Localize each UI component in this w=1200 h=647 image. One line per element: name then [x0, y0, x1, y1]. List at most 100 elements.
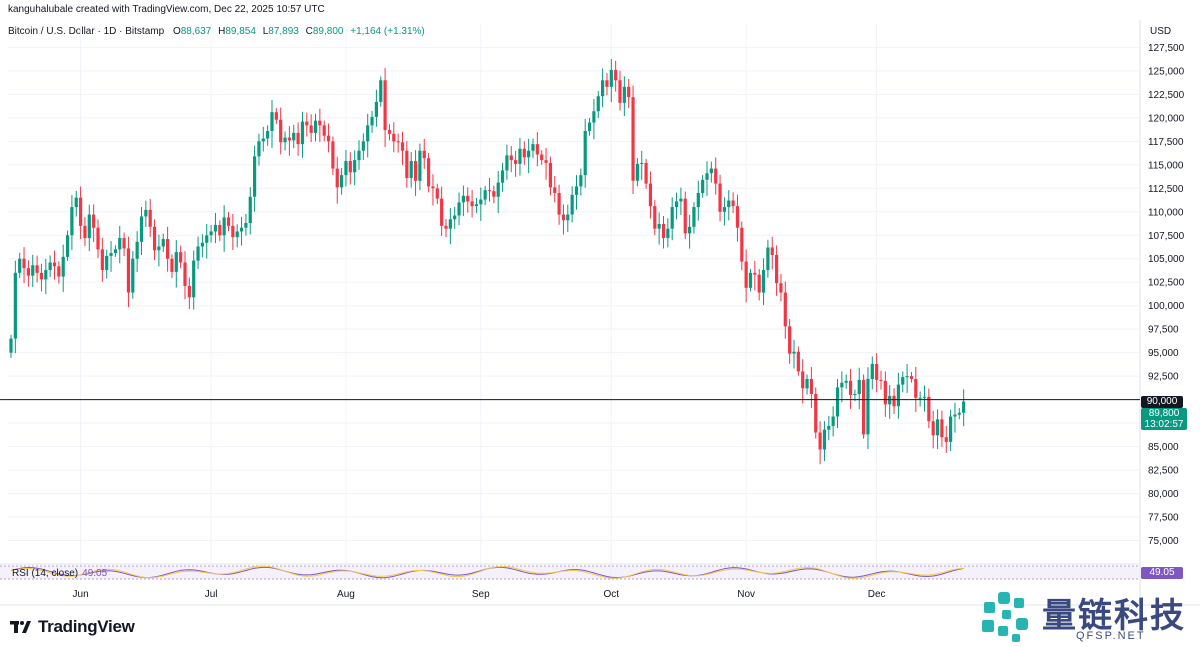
candle-body: [126, 248, 131, 293]
candle-body: [648, 183, 653, 207]
candle-body: [892, 395, 896, 407]
candle-body: [52, 262, 57, 267]
candle-body: [866, 378, 870, 435]
candle-body: [657, 223, 661, 229]
candle-body: [65, 235, 70, 257]
candle-body: [635, 163, 639, 181]
candle-body: [431, 186, 435, 189]
candle-body: [901, 377, 905, 385]
candle-body: [496, 182, 500, 197]
candle-body: [653, 206, 657, 229]
candle-body: [174, 252, 178, 272]
candle-body: [527, 150, 531, 158]
y-tick-label: 82,500: [1148, 466, 1179, 477]
candle-body: [122, 238, 126, 249]
candle-body: [322, 125, 326, 136]
candle-body: [822, 429, 827, 450]
candle-body: [26, 268, 30, 276]
candle-body: [727, 200, 731, 208]
candle-body: [257, 141, 261, 157]
candle-body: [792, 351, 796, 354]
y-tick-label: 107,500: [1148, 231, 1185, 242]
candle-body: [152, 226, 157, 251]
candle-body: [183, 262, 187, 286]
candle-body: [418, 150, 422, 181]
candle-body: [735, 206, 740, 228]
candle-body: [205, 235, 209, 243]
candle-body: [692, 207, 696, 227]
y-tick-label: 112,500: [1148, 184, 1184, 195]
symbol-title[interactable]: Bitcoin / U.S. Dollar · 1D · Bitstamp: [8, 26, 165, 37]
candle-body: [179, 252, 183, 263]
candle-body: [583, 130, 587, 176]
candle-body: [96, 227, 100, 250]
candle-body: [535, 144, 539, 155]
x-axis-ticks: Jun Jul Aug Sep Oct Nov Dec: [73, 589, 886, 600]
candle-body: [440, 198, 444, 226]
candle-body: [74, 197, 78, 208]
candle-body: [39, 272, 44, 280]
candle-body: [557, 192, 561, 215]
y-tick-label: 117,500: [1148, 137, 1184, 148]
candle-body: [627, 86, 631, 98]
candle-body: [353, 160, 357, 173]
candle-body: [801, 371, 805, 389]
candle-body: [448, 219, 452, 229]
candle-body: [374, 101, 378, 117]
currency-label[interactable]: USD: [1150, 26, 1172, 37]
candle-body: [783, 292, 787, 327]
candle-body: [909, 376, 914, 379]
candle-body: [305, 121, 309, 126]
rsi-value: 49.05: [82, 568, 108, 579]
qfsp-logo-icon: [982, 592, 1028, 642]
candle-body: [474, 204, 479, 207]
candle-body: [944, 437, 948, 442]
candle-body: [940, 419, 944, 438]
y-tick-label: 100,000: [1148, 301, 1185, 312]
candle-body: [309, 125, 313, 133]
candle-body: [226, 217, 231, 226]
candle-body: [835, 387, 840, 417]
candle-body: [544, 160, 548, 163]
candle-body: [827, 425, 831, 430]
candle-body: [361, 141, 365, 151]
candle-body: [435, 188, 439, 199]
candle-countdown: 13:02:57: [1144, 419, 1184, 430]
candle-body: [57, 266, 61, 277]
candle-body: [705, 173, 709, 180]
ohlc-legend: Bitcoin / U.S. Dollar · 1D · Bitstamp O8…: [8, 26, 425, 37]
candle-body: [770, 247, 774, 255]
candle-body: [644, 162, 648, 184]
last-price-tag: 89,800 13:02:57: [1141, 408, 1187, 430]
candle-body: [118, 238, 122, 250]
candle-body: [135, 241, 139, 259]
candle-body: [718, 183, 722, 212]
candle-body: [22, 258, 26, 269]
candle-body: [487, 190, 492, 192]
candle-body: [701, 179, 705, 193]
y-axis-ticks: 75,00077,50080,00082,50085,00087,50090,0…: [1148, 43, 1185, 547]
candle-body: [775, 254, 779, 284]
candle-body: [592, 111, 596, 123]
x-tick-label: Jul: [205, 589, 218, 600]
candle-body: [422, 150, 426, 159]
qfsp-watermark: 量链科技 QFSP.NET: [978, 586, 1198, 646]
watermark-en: QFSP.NET: [1076, 630, 1146, 642]
candle-body: [518, 148, 522, 164]
candle-body: [722, 207, 726, 212]
level-90000-tag: 90,000: [1141, 396, 1183, 408]
y-tick-label: 127,500: [1148, 43, 1185, 54]
candle-body: [444, 225, 448, 229]
candle-body: [927, 396, 931, 422]
close-value: 89,800: [312, 26, 344, 37]
rsi-legend[interactable]: RSI (14, close) 49.05: [12, 568, 107, 579]
candle-body: [92, 214, 96, 228]
candle-body: [566, 214, 570, 221]
candle-body: [218, 224, 222, 236]
candle-body: [44, 270, 48, 280]
candle-body: [779, 283, 783, 293]
tradingview-logo[interactable]: TradingView: [10, 616, 135, 638]
low-label: L: [262, 26, 269, 37]
candle-body: [261, 138, 265, 142]
